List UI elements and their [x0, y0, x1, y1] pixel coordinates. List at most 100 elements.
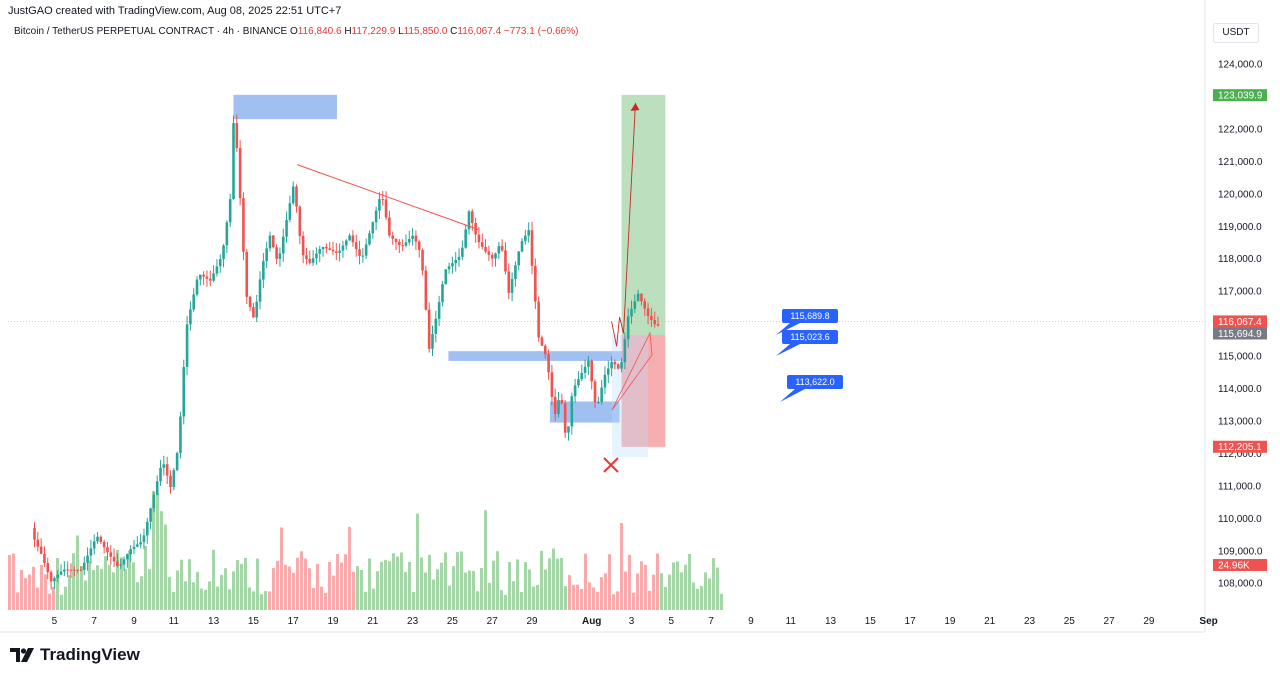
- candle-body: [218, 259, 222, 267]
- candle-body: [358, 249, 361, 256]
- candle-body: [69, 569, 73, 571]
- volume-bar: [272, 568, 275, 610]
- candle-body: [159, 467, 162, 482]
- volume-bar: [100, 568, 103, 610]
- volume-bar: [400, 552, 403, 610]
- candle-body: [477, 234, 481, 243]
- candle-body: [351, 235, 355, 243]
- volume-bar: [628, 554, 631, 610]
- y-tick-label: 112,000.0: [1218, 449, 1262, 460]
- volume-bar: [340, 562, 343, 610]
- callout-box: [782, 330, 838, 344]
- candle-body: [116, 561, 119, 566]
- volume-bar: [352, 571, 355, 610]
- volume-bar: [564, 586, 567, 610]
- candle-body: [464, 229, 467, 248]
- candle-body: [235, 123, 239, 149]
- volume-bar: [164, 524, 167, 610]
- candle-body: [444, 269, 448, 285]
- volume-bar: [188, 559, 191, 610]
- volume-bar: [464, 572, 467, 610]
- x-tick-label: 25: [1064, 616, 1076, 627]
- volume-bar: [692, 582, 695, 610]
- candle-body: [185, 324, 189, 367]
- volume-bar: [672, 562, 675, 610]
- currency-button[interactable]: USDT: [1213, 23, 1259, 43]
- volume-bar: [228, 589, 231, 610]
- candle-body: [454, 259, 458, 264]
- volume-bar: [312, 588, 315, 610]
- candle-body: [122, 559, 126, 565]
- volume-bar: [196, 571, 199, 610]
- candle-body: [33, 528, 36, 540]
- candle-body: [606, 368, 610, 375]
- candle-body: [504, 250, 507, 272]
- candle-body: [92, 541, 96, 549]
- candle-body: [265, 248, 268, 262]
- candle-body: [613, 362, 617, 365]
- volume-bar: [596, 591, 599, 610]
- volume-bar: [56, 558, 59, 610]
- y-tick-label: 111,000.0: [1218, 481, 1261, 492]
- x-tick-label: 5: [52, 616, 58, 627]
- volume-bar: [168, 576, 171, 610]
- candle-body: [653, 320, 657, 325]
- candle-body: [643, 301, 647, 309]
- x-tick-label: 7: [708, 616, 714, 627]
- x-tick-label: 23: [407, 616, 419, 627]
- candle-body: [99, 536, 103, 542]
- volume-bar: [720, 593, 723, 610]
- volume-bar: [232, 571, 235, 610]
- x-tick-label: 13: [825, 616, 837, 627]
- volume-bar: [136, 582, 139, 610]
- candle-body: [63, 569, 66, 572]
- candle-body: [471, 211, 474, 223]
- volume-bar: [32, 566, 35, 610]
- candle-body: [39, 546, 43, 554]
- ohlc-value-h: 117,229.9: [351, 26, 396, 37]
- volume-bar: [376, 571, 379, 610]
- candle-body: [255, 301, 259, 318]
- volume-bar: [276, 560, 279, 610]
- price-marker: [1213, 559, 1267, 571]
- candle-body: [646, 308, 650, 316]
- volume-bar: [452, 566, 455, 610]
- volume-bar: [28, 574, 31, 610]
- volume-bar: [612, 594, 615, 610]
- candle-body: [514, 265, 517, 280]
- candle-body: [610, 362, 613, 369]
- descending-trendline: [297, 164, 479, 230]
- candle-body: [311, 258, 315, 263]
- candle-body: [169, 475, 172, 488]
- volume-bar: [12, 553, 15, 610]
- volume-bar: [348, 526, 351, 610]
- candle-body: [192, 294, 195, 310]
- candle-body: [344, 240, 348, 246]
- volume-bar: [616, 591, 619, 610]
- candle-body: [411, 235, 414, 240]
- volume-bar: [584, 553, 587, 610]
- candle-body: [371, 222, 375, 234]
- candle-body: [368, 233, 371, 245]
- candle-body: [129, 549, 132, 555]
- candle-body: [520, 241, 524, 252]
- y-tick-label: 120,000.0: [1218, 189, 1263, 200]
- x-tick-label: 25: [447, 616, 459, 627]
- volume-bar: [652, 574, 655, 610]
- candle-body: [228, 199, 232, 223]
- x-tick-label: 3: [629, 616, 635, 627]
- x-tick-label: 15: [248, 616, 260, 627]
- volume-bar: [520, 592, 523, 610]
- price-marker-label: 123,039.9: [1218, 91, 1263, 102]
- x-tick-label: 21: [367, 616, 379, 627]
- volume-bar: [216, 586, 219, 610]
- volume-bar: [460, 551, 463, 610]
- volume-bar: [316, 563, 319, 610]
- volume-bar: [500, 590, 503, 610]
- candle-body: [285, 219, 288, 237]
- volume-bar: [600, 577, 603, 610]
- volume-bar: [48, 593, 51, 610]
- candle-body: [308, 259, 312, 263]
- volume-bar: [128, 550, 131, 610]
